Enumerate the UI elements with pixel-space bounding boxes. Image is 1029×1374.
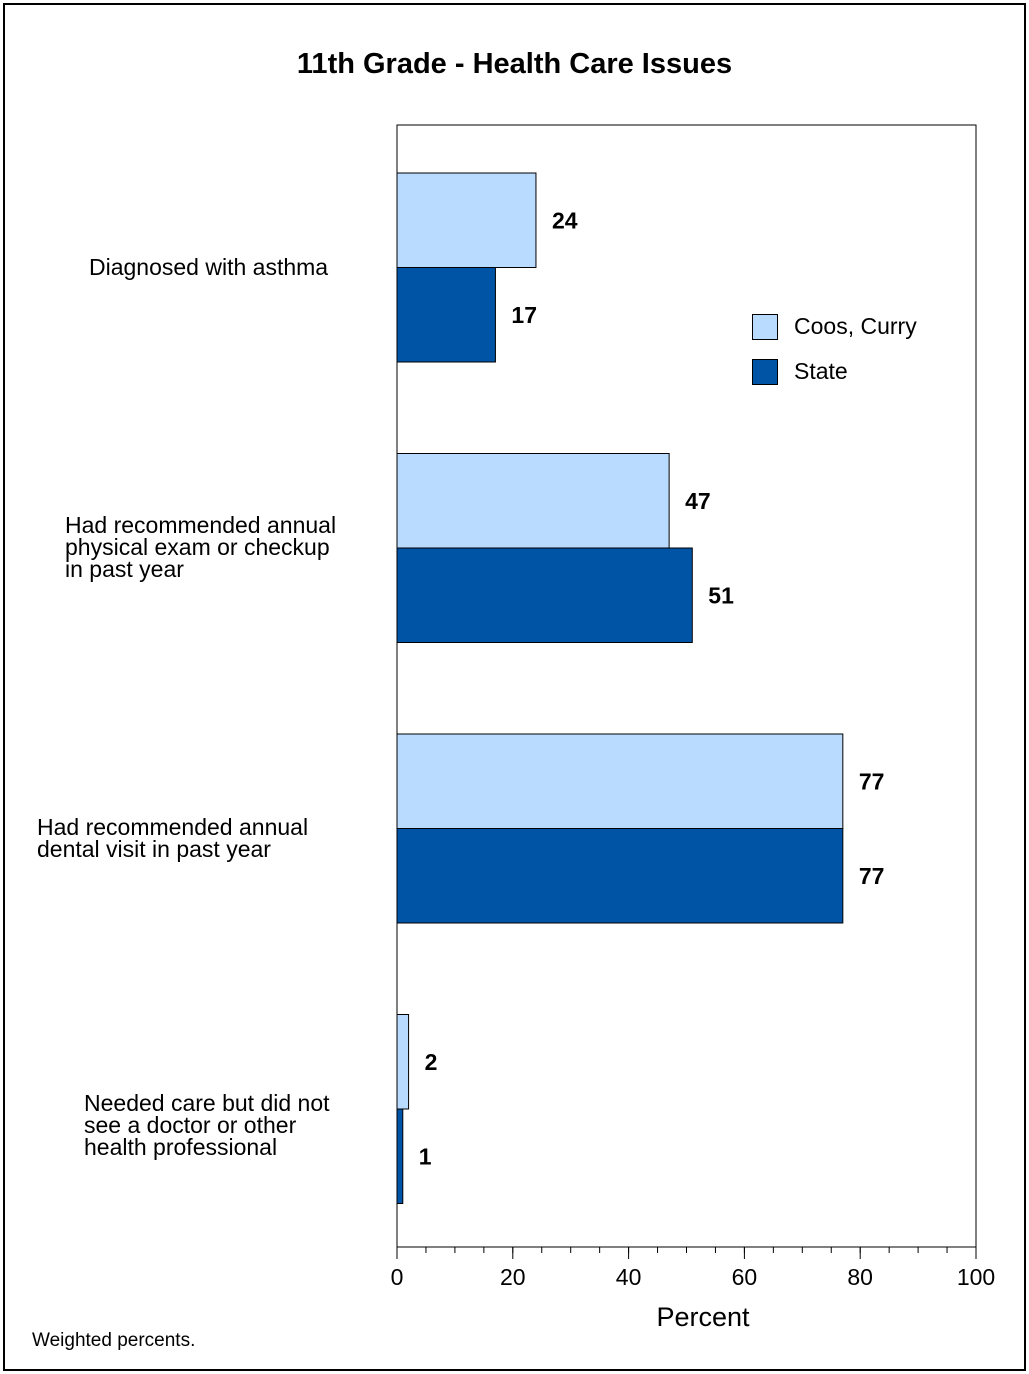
x-tick-label: 40 — [616, 1264, 642, 1290]
category-label-line: health professional — [84, 1134, 278, 1160]
legend-item-state: State — [752, 358, 848, 385]
data-label: 77 — [859, 768, 885, 794]
x-tick-label: 80 — [847, 1264, 873, 1290]
bar — [396, 1014, 410, 1110]
bar — [396, 172, 537, 268]
legend-swatch-coos-curry — [752, 313, 778, 340]
x-tick-label: 20 — [500, 1264, 526, 1290]
data-label: 51 — [708, 582, 734, 608]
category-label: Needed care but did not see a doctor or o… — [84, 1090, 330, 1160]
category-label-line: see a doctor or other — [84, 1112, 297, 1138]
x-tick-label: 60 — [732, 1264, 758, 1290]
category-label-line: Needed care but did not — [84, 1090, 330, 1116]
footnote: Weighted percents. — [32, 1330, 196, 1351]
bar — [396, 547, 693, 643]
category-label: Had recommended annual dental visit in pa… — [37, 814, 309, 862]
category-label: Had recommended annual physical exam or c… — [65, 512, 337, 582]
data-label: 2 — [425, 1049, 438, 1075]
data-label: 24 — [552, 207, 578, 233]
legend-item-coos-curry: Coos, Curry — [752, 313, 917, 340]
category-label-line: physical exam or checkup — [65, 534, 330, 560]
x-axis-label: Percent — [656, 1302, 750, 1332]
legend-label-coos-curry: Coos, Curry — [794, 313, 917, 339]
bar — [396, 267, 496, 363]
bar — [396, 828, 844, 924]
data-label: 17 — [511, 302, 537, 328]
data-label: 77 — [859, 863, 885, 889]
category-label-line: Diagnosed with asthma — [89, 254, 329, 280]
data-label: 47 — [685, 488, 711, 514]
bar — [396, 1108, 404, 1204]
x-tick-label: 0 — [391, 1264, 404, 1290]
category-label-line: dental visit in past year — [37, 836, 271, 862]
category-label-line: Had recommended annual — [37, 814, 309, 840]
category-label-line: Had recommended annual — [65, 512, 337, 538]
category-label-line: in past year — [65, 556, 184, 582]
bar — [396, 733, 844, 829]
bar — [396, 453, 670, 549]
category-label: Diagnosed with asthma — [89, 254, 329, 280]
x-tick-label: 100 — [957, 1264, 995, 1290]
data-label: 1 — [419, 1143, 432, 1169]
legend-label-state: State — [794, 358, 848, 384]
chart-title: 11th Grade - Health Care Issues — [296, 48, 733, 80]
legend-swatch-state — [752, 358, 778, 385]
